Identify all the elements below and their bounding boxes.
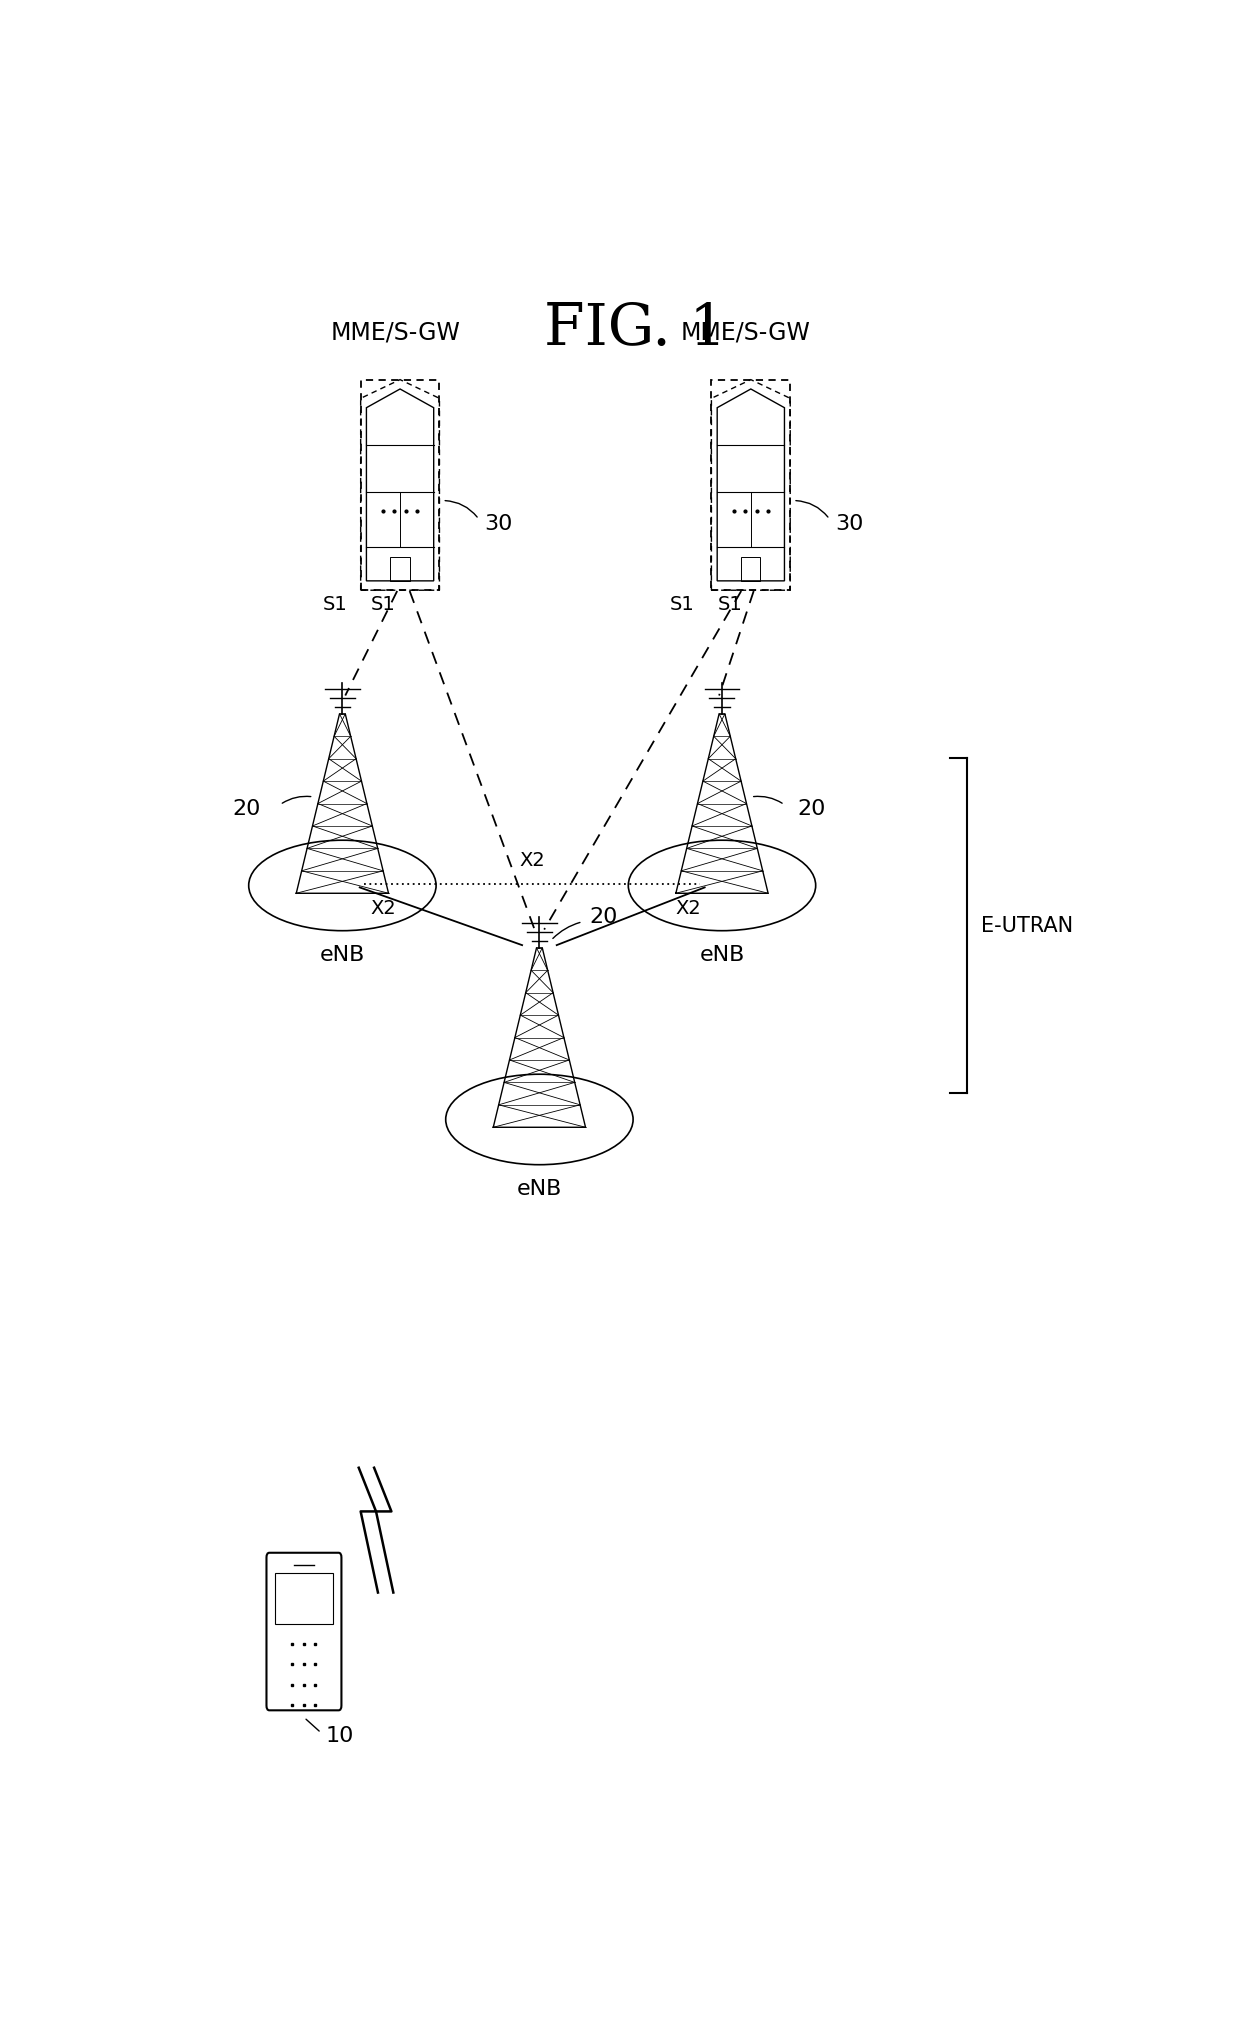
Text: eNB: eNB bbox=[699, 944, 745, 964]
Text: X2: X2 bbox=[520, 851, 546, 869]
Text: eNB: eNB bbox=[320, 944, 365, 964]
Text: MME/S-GW: MME/S-GW bbox=[330, 320, 460, 344]
Text: MME/S-GW: MME/S-GW bbox=[681, 320, 811, 344]
Text: X2: X2 bbox=[371, 900, 396, 918]
Text: S1: S1 bbox=[717, 596, 742, 614]
Text: S1: S1 bbox=[322, 596, 347, 614]
Text: 20: 20 bbox=[797, 800, 826, 819]
Text: eNB: eNB bbox=[517, 1179, 562, 1199]
Text: 30: 30 bbox=[836, 515, 864, 535]
Text: E-UTRAN: E-UTRAN bbox=[982, 916, 1074, 936]
Text: 10: 10 bbox=[325, 1726, 353, 1746]
Text: 20: 20 bbox=[232, 800, 260, 819]
Text: FIG. 1: FIG. 1 bbox=[544, 300, 727, 357]
Text: S1: S1 bbox=[670, 596, 694, 614]
Text: 30: 30 bbox=[485, 515, 513, 535]
Text: S1: S1 bbox=[371, 596, 396, 614]
Text: X2: X2 bbox=[676, 900, 702, 918]
Text: 20: 20 bbox=[589, 908, 618, 928]
